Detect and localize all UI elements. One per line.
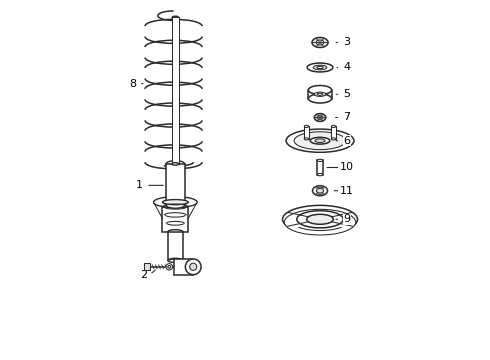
- Ellipse shape: [304, 125, 309, 127]
- Bar: [317, 160, 323, 175]
- Ellipse shape: [318, 116, 323, 119]
- Bar: [144, 263, 149, 270]
- Ellipse shape: [172, 16, 178, 19]
- Ellipse shape: [307, 214, 333, 224]
- Ellipse shape: [304, 138, 309, 140]
- Ellipse shape: [313, 65, 327, 70]
- Text: 5: 5: [343, 89, 350, 99]
- Bar: [331, 126, 336, 139]
- Bar: [168, 232, 183, 260]
- Ellipse shape: [314, 92, 326, 96]
- Ellipse shape: [331, 138, 336, 140]
- Ellipse shape: [172, 163, 178, 165]
- Ellipse shape: [190, 263, 197, 270]
- Ellipse shape: [314, 113, 326, 121]
- Text: 6: 6: [343, 136, 350, 146]
- Ellipse shape: [284, 209, 356, 235]
- Text: 7: 7: [343, 112, 350, 122]
- Ellipse shape: [166, 161, 185, 167]
- Ellipse shape: [286, 129, 354, 152]
- Ellipse shape: [317, 188, 323, 193]
- Ellipse shape: [315, 139, 325, 143]
- Text: 11: 11: [340, 186, 354, 196]
- Ellipse shape: [168, 265, 171, 268]
- Ellipse shape: [297, 211, 343, 228]
- Bar: [172, 18, 178, 164]
- Bar: [304, 126, 309, 139]
- Ellipse shape: [168, 258, 183, 262]
- Bar: [163, 207, 188, 232]
- Ellipse shape: [316, 40, 324, 45]
- Ellipse shape: [310, 137, 330, 144]
- Ellipse shape: [317, 66, 323, 68]
- Text: 9: 9: [343, 214, 350, 224]
- Bar: [173, 259, 193, 275]
- Ellipse shape: [185, 259, 201, 275]
- Ellipse shape: [168, 230, 183, 234]
- Text: 8: 8: [129, 78, 136, 89]
- Bar: [166, 164, 185, 205]
- Ellipse shape: [283, 205, 358, 233]
- Ellipse shape: [308, 86, 332, 94]
- Text: 1: 1: [136, 180, 143, 190]
- Ellipse shape: [307, 63, 333, 72]
- Ellipse shape: [317, 174, 323, 176]
- Ellipse shape: [163, 199, 188, 205]
- Ellipse shape: [294, 132, 346, 150]
- Ellipse shape: [166, 264, 172, 270]
- Ellipse shape: [317, 159, 323, 162]
- Ellipse shape: [312, 37, 328, 48]
- Text: 10: 10: [340, 162, 354, 172]
- Text: 4: 4: [343, 63, 350, 72]
- Ellipse shape: [308, 94, 332, 103]
- Ellipse shape: [153, 197, 197, 208]
- Ellipse shape: [166, 202, 185, 208]
- Ellipse shape: [331, 125, 336, 127]
- Ellipse shape: [313, 186, 327, 196]
- Text: 3: 3: [343, 37, 350, 48]
- Ellipse shape: [318, 93, 323, 95]
- Text: 2: 2: [140, 270, 147, 280]
